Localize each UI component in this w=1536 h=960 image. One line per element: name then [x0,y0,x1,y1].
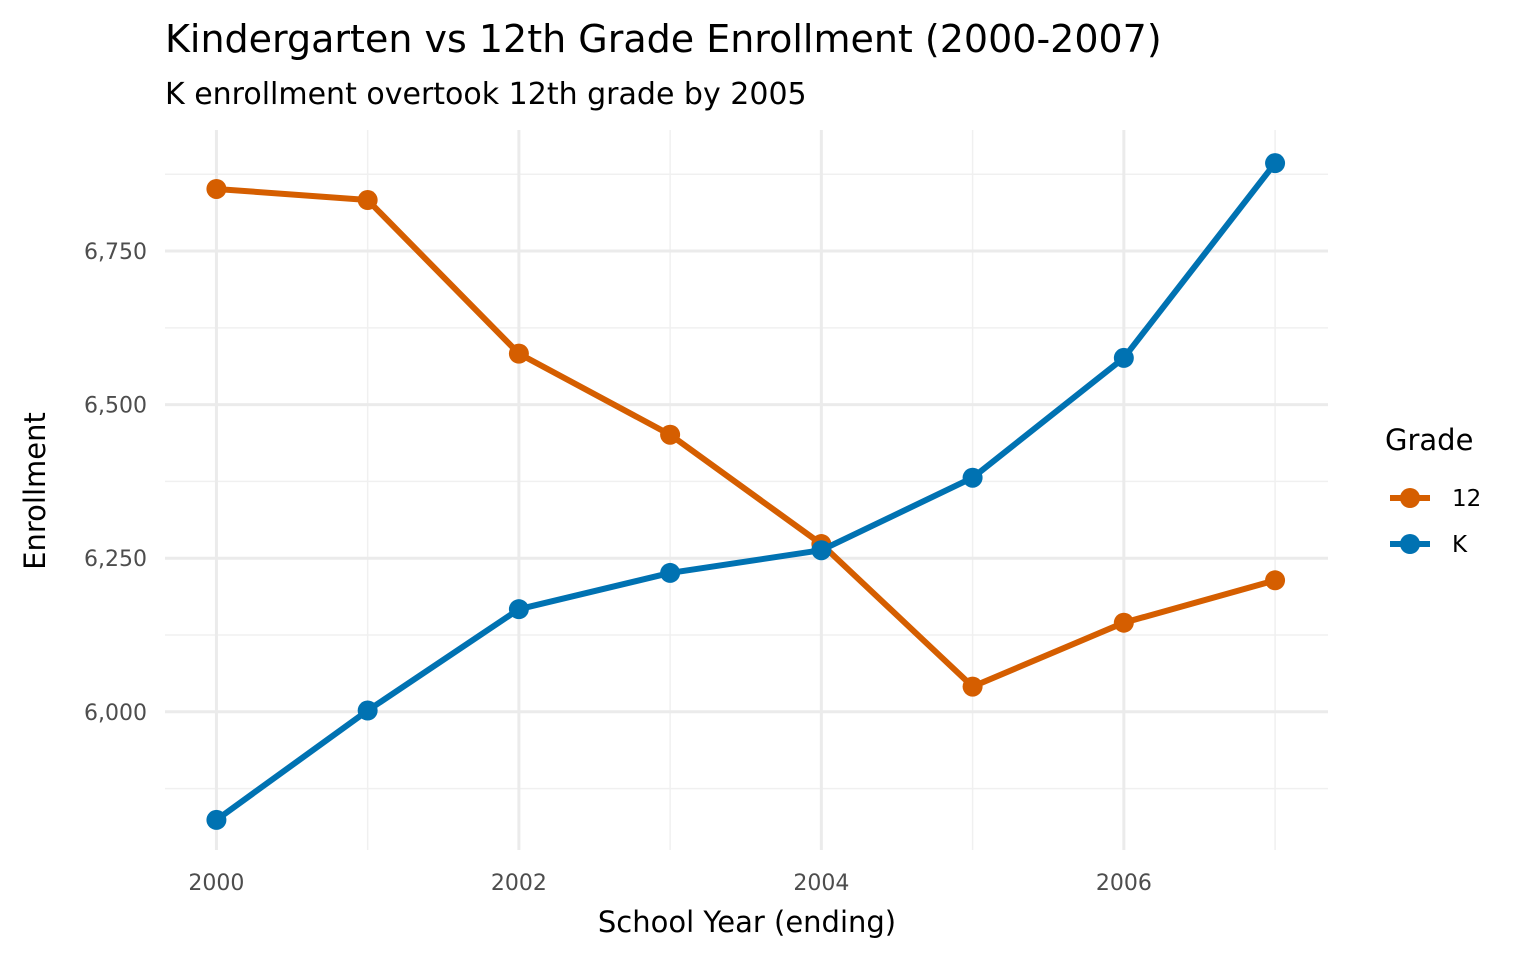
series-12-point [660,424,681,445]
series-k-point [811,540,832,561]
legend-key-12-point [1400,488,1420,508]
series-12-point [962,676,983,697]
legend-label: 12 [1452,486,1481,512]
legend: Grade 12 K [1385,423,1481,558]
x-tick-label: 2004 [793,871,849,896]
y-tick-label: 6,250 [84,547,147,572]
chart-title: Kindergarten vs 12th Grade Enrollment (2… [165,17,1162,61]
x-tick-label: 2006 [1096,871,1152,896]
series-k-point [660,562,681,583]
gridlines [165,130,1328,850]
series-k-point [1265,153,1286,174]
x-tick-label: 2002 [491,871,547,896]
legend-key-k-point [1400,534,1420,554]
y-tick-label: 6,000 [84,701,147,726]
series-k-point [962,467,983,488]
series-12-point [1265,570,1286,591]
series-12-point [206,178,227,199]
legend-label: K [1452,532,1468,558]
series-k-point [1113,347,1134,368]
series-k-point [508,599,529,620]
x-tick-labels: 2000 2002 2004 2006 [188,871,1151,896]
chart-subtitle: K enrollment overtook 12th grade by 2005 [165,77,807,112]
series-layer [206,153,1286,830]
series-k-line [214,161,1278,823]
y-tick-label: 6,750 [84,240,147,265]
series-12-point [357,190,378,211]
legend-title: Grade [1385,423,1473,457]
y-tick-labels: 6,000 6,250 6,500 6,750 [84,240,147,726]
series-12-point [508,343,529,364]
series-12-line [216,185,1276,690]
y-axis-title: Enrollment [18,412,52,570]
series-12-point [1113,612,1134,633]
x-axis-title: School Year (ending) [598,905,896,939]
series-k-point [357,700,378,721]
y-tick-label: 6,500 [84,394,147,419]
x-tick-label: 2000 [188,871,244,896]
series-k-point [206,809,227,830]
